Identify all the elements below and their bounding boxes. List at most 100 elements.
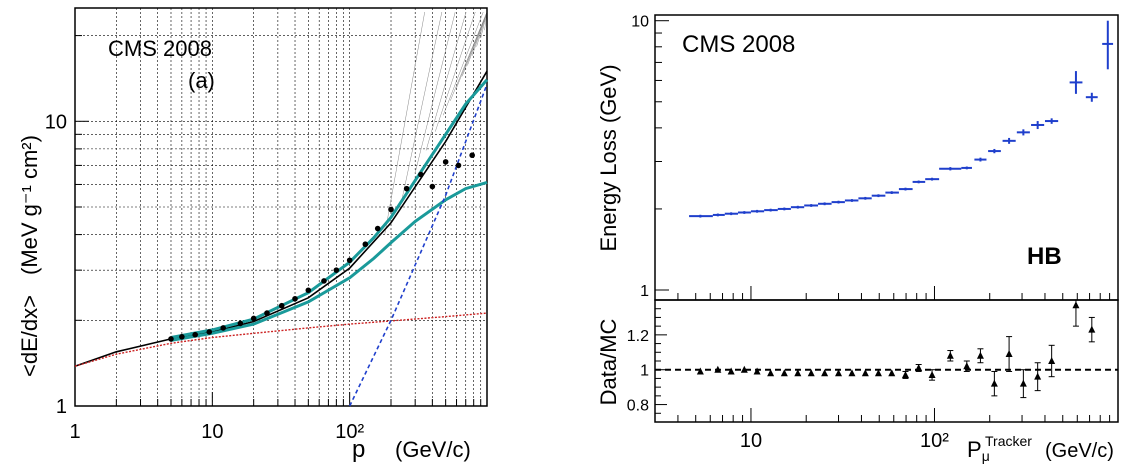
ratio-point	[963, 360, 971, 372]
left-data-point	[168, 336, 174, 342]
left-y-axis-title: <dE/dx>	[17, 295, 42, 377]
left-band-hatch	[384, 11, 425, 235]
left-x-tick-label: 1	[69, 421, 80, 443]
ratio-marker	[794, 369, 802, 377]
right-chart: 10 10² 1 10 0.8 1 1.2 CMS 2008 HB Energy Loss …	[596, 14, 1119, 464]
energy-loss-point	[804, 204, 819, 207]
energy-loss-point	[724, 212, 739, 216]
ratio-point	[1088, 316, 1096, 343]
ratio-marker	[874, 369, 882, 377]
left-band-hatch	[442, 11, 484, 116]
right-x-tick-label: 10²	[920, 430, 949, 452]
left-band-hatch	[435, 11, 476, 132]
energy-loss-point	[1102, 20, 1114, 70]
right-y-tick-label: 10	[631, 14, 649, 31]
ratio-marker	[1005, 350, 1013, 358]
left-data-point	[278, 302, 285, 309]
ratio-marker	[1072, 301, 1080, 309]
left-data-point	[264, 310, 270, 316]
ratio-marker	[928, 370, 936, 378]
left-data-point	[237, 320, 244, 327]
right-x-axis-main: P	[967, 437, 982, 462]
ratio-point	[976, 348, 984, 364]
left-x-axis-unit: (GeV/c)	[395, 437, 471, 462]
left-data-point	[250, 315, 257, 322]
ratio-y-tick-label: 1	[640, 363, 649, 380]
left-data-point	[429, 183, 436, 190]
left-data-points	[168, 152, 475, 342]
right-x-axis-sup: Tracker	[985, 433, 1032, 449]
energy-loss-point	[777, 207, 791, 211]
left-data-point	[418, 171, 424, 178]
ratio-point	[821, 369, 829, 377]
left-y-tick-label: 1	[56, 396, 67, 418]
left-grid	[75, 8, 488, 406]
left-series-band-lower	[170, 180, 488, 342]
ratio-marker	[727, 367, 735, 375]
ratio-marker	[1088, 325, 1096, 333]
energy-loss-point	[712, 213, 725, 217]
ratio-marker	[835, 369, 843, 377]
energy-loss-point	[750, 209, 765, 213]
ratio-y-axis-title: Data/MC	[596, 318, 621, 405]
ratio-point	[1048, 344, 1056, 378]
energy-loss-point	[831, 200, 845, 204]
left-band-hatch	[401, 11, 443, 200]
ratio-point	[915, 363, 923, 372]
left-data-point	[469, 152, 475, 159]
energy-loss-point	[738, 211, 751, 214]
ratio-point	[888, 369, 896, 377]
energy-loss-point	[974, 157, 987, 162]
left-data-point	[455, 162, 462, 169]
ratio-marker	[946, 351, 954, 359]
left-series-ionization	[74, 312, 488, 367]
ratio-point	[767, 369, 775, 377]
ratio-point	[1072, 299, 1080, 327]
ratio-y-tick-label: 0.8	[627, 398, 649, 415]
energy-loss-point	[790, 205, 805, 209]
ratio-marker	[901, 370, 909, 378]
energy-loss-point	[925, 177, 940, 181]
left-data-point	[206, 329, 213, 335]
ratio-marker	[780, 369, 788, 377]
energy-loss-point	[1031, 121, 1045, 130]
left-band-hatch	[425, 11, 467, 151]
ratio-marker	[767, 369, 775, 377]
right-ticks: 10 10² 1 10 0.8 1 1.2	[627, 14, 1111, 452]
right-ratio-frame	[654, 299, 1119, 423]
energy-loss-point	[939, 167, 962, 171]
ratio-marker	[990, 379, 998, 387]
right-x-axis-sub: μ	[982, 448, 990, 464]
left-data-point	[292, 295, 298, 302]
left-panel-label: (a)	[188, 68, 215, 93]
left-x-tick-label: 10	[201, 421, 223, 443]
ratio-points	[696, 299, 1096, 399]
energy-loss-point	[764, 208, 778, 212]
ratio-marker	[821, 369, 829, 377]
left-x-tick-label: 10²	[335, 421, 364, 443]
ratio-point	[740, 365, 748, 373]
left-data-point	[362, 241, 369, 248]
ratio-marker	[696, 367, 704, 375]
left-data-point	[374, 225, 381, 232]
left-data-point	[442, 159, 449, 165]
right-y-tick-label: 1	[640, 283, 649, 300]
ratio-point	[874, 369, 882, 377]
ratio-marker	[963, 362, 971, 370]
left-data-point	[346, 257, 353, 264]
ratio-point	[753, 367, 761, 375]
ratio-marker	[1034, 372, 1042, 380]
ratio-marker	[976, 351, 984, 359]
ratio-point	[1034, 362, 1042, 392]
ratio-marker	[740, 365, 748, 373]
ratio-marker	[848, 369, 856, 377]
left-chart: 1 10 10² 1 10 CMS 2008 (a) p (GeV/c) <dE/dx>…	[17, 7, 489, 463]
left-cms-label: CMS 2008	[108, 36, 212, 61]
ratio-point	[848, 369, 856, 377]
energy-loss-point	[1016, 129, 1030, 136]
ratio-marker	[714, 365, 722, 373]
energy-loss-point	[1085, 92, 1098, 102]
ratio-point	[696, 367, 704, 375]
left-data-point	[305, 287, 312, 294]
left-y-tick-label: 10	[45, 111, 67, 133]
